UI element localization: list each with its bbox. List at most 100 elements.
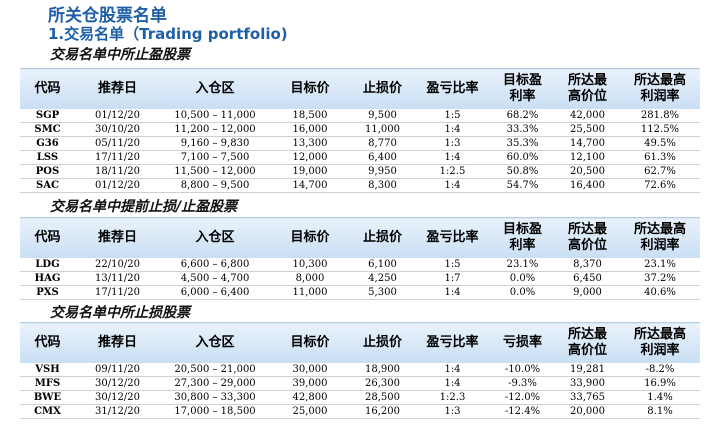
column-header: 代码 [20, 68, 75, 109]
column-header: 止损价 [350, 68, 415, 109]
header-text: 止损价 [362, 335, 402, 350]
cell: 12,100 [555, 150, 620, 165]
header-text: 亏损率 [502, 335, 542, 350]
column-header: 入仓区 [160, 217, 270, 258]
cell: 1:4 [415, 363, 490, 377]
cell: 1:2.5 [415, 164, 490, 179]
cell: 42,000 [555, 109, 620, 123]
cell: 1:5 [415, 258, 490, 272]
cell: 281.8% [620, 109, 700, 123]
header-text: 盈亏比率 [426, 81, 479, 96]
cell: 17/11/20 [75, 150, 160, 165]
cell: 1:3 [415, 404, 490, 419]
section-heading: 交易名单中提前止损/止盈股票 [50, 199, 238, 215]
cell: 19,000 [270, 164, 350, 179]
cell: 14,700 [270, 178, 350, 193]
cell: 9,500 [350, 109, 415, 123]
cell: 16.9% [620, 376, 700, 391]
column-header: 推荐日 [75, 217, 160, 258]
cell: 42,800 [270, 390, 350, 405]
header-text: 所达最高利润率 [633, 222, 686, 253]
cell: 39,000 [270, 376, 350, 391]
header-text: 入仓区 [195, 81, 235, 96]
column-header: 所达最高价位 [555, 322, 620, 363]
cell: 6,000 – 6,400 [160, 285, 270, 300]
cell: 09/11/20 [75, 363, 160, 377]
cell: 8,770 [350, 136, 415, 151]
ticker: SMC [20, 122, 75, 137]
table: 代码 推荐日 入仓区 目标价 止损价 盈亏比率 目标盈利率 所达最高价位 所达最高利润率 SGP 0… [20, 68, 700, 193]
column-header: 代码 [20, 322, 75, 363]
cell: 16,200 [350, 404, 415, 419]
column-header: 止损价 [350, 217, 415, 258]
ticker: MFS [20, 376, 75, 391]
column-header: 目标价 [270, 68, 350, 109]
cell: 1:4 [415, 150, 490, 165]
column-header: 入仓区 [160, 68, 270, 109]
cell: 12,000 [270, 150, 350, 165]
cell: 33.3% [490, 122, 555, 137]
cell: 54.7% [490, 178, 555, 193]
header-row: 代码 推荐日 入仓区 目标价 止损价 盈亏比率 目标盈利率 所达最高价位 所达最高利润率 [20, 217, 700, 258]
column-header: 亏损率 [490, 322, 555, 363]
title: 所关仓股票名单 [48, 6, 167, 26]
cell: 5,300 [350, 285, 415, 300]
header-text: 目标价 [290, 81, 330, 96]
cell: 1:3 [415, 136, 490, 151]
cell: 05/11/20 [75, 136, 160, 151]
header-text: 所达最高价位 [567, 73, 607, 104]
row: POS 18/11/20 11,500 – 12,000 19,000 9,950 1:2… [20, 164, 700, 179]
row: BWE 30/12/20 30,800 – 33,300 42,800 28,500 1:… [20, 390, 700, 405]
cell: -10.0% [490, 363, 555, 377]
cell: 1:7 [415, 271, 490, 286]
cell: 16,400 [555, 178, 620, 193]
cell: 30,800 – 33,300 [160, 390, 270, 405]
cell: 30/12/20 [75, 376, 160, 391]
header-text: 所达最高价位 [567, 222, 607, 253]
row: SMC 30/10/20 11,200 – 12,000 16,000 11,000 1:… [20, 122, 700, 137]
header-row: 代码 推荐日 入仓区 目标价 止损价 盈亏比率 目标盈利率 所达最高价位 所达最高利润率 [20, 68, 700, 109]
header-text: 所达最高利润率 [633, 327, 686, 358]
cell: 13,300 [270, 136, 350, 151]
cell: 4,500 – 4,700 [160, 271, 270, 286]
cell: 28,500 [350, 390, 415, 405]
header-text: 代码 [34, 335, 61, 350]
cell: 18/11/20 [75, 164, 160, 179]
cell: 49.5% [620, 136, 700, 151]
header-text: 盈亏比率 [426, 230, 479, 245]
cell: 10,500 – 11,000 [160, 109, 270, 123]
column-header: 代码 [20, 217, 75, 258]
cell: 16,000 [270, 122, 350, 137]
cell: 8.1% [620, 404, 700, 419]
cell: 25,500 [555, 122, 620, 137]
cell: 18,900 [350, 363, 415, 377]
header-text: 止损价 [362, 81, 402, 96]
column-header: 所达最高利润率 [620, 68, 700, 109]
row: SGP 01/12/20 10,500 – 11,000 18,500 9,500 1:5… [20, 109, 700, 123]
cell: 35.3% [490, 136, 555, 151]
section-heading: 交易名单中所止盈股票 [50, 47, 190, 63]
cell: 11,000 [350, 122, 415, 137]
cell: 11,500 – 12,000 [160, 164, 270, 179]
cell: 60.0% [490, 150, 555, 165]
column-header: 所达最高价位 [555, 68, 620, 109]
cell: 10,300 [270, 258, 350, 272]
cell: 6,600 – 6,800 [160, 258, 270, 272]
column-header: 推荐日 [75, 322, 160, 363]
cell: 1:4 [415, 285, 490, 300]
column-header: 盈亏比率 [415, 68, 490, 109]
cell: 23.1% [620, 258, 700, 272]
cell: 01/12/20 [75, 178, 160, 193]
ticker: G36 [20, 136, 75, 151]
ticker: SGP [20, 109, 75, 123]
cell: 30,000 [270, 363, 350, 377]
column-header: 目标盈利率 [490, 68, 555, 109]
cell: 20,500 – 21,000 [160, 363, 270, 377]
cell: 11,000 [270, 285, 350, 300]
cell: 22/10/20 [75, 258, 160, 272]
cell: 01/12/20 [75, 109, 160, 123]
header-text: 推荐日 [97, 230, 137, 245]
cell: 7,100 – 7,500 [160, 150, 270, 165]
column-header: 所达最高利润率 [620, 217, 700, 258]
cell: 8,370 [555, 258, 620, 272]
